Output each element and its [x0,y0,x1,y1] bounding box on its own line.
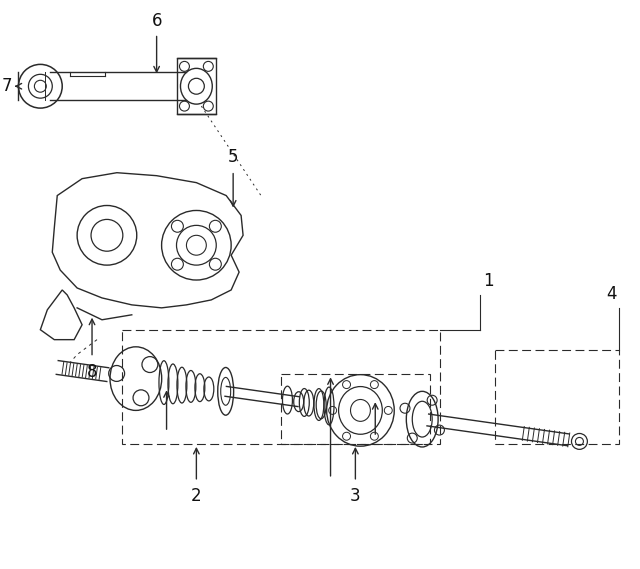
Text: 6: 6 [152,11,162,30]
Text: 2: 2 [191,486,202,505]
Text: 1: 1 [484,272,494,290]
Bar [177,59,216,114]
Text: 8: 8 [87,362,97,381]
Text: 5: 5 [228,148,238,166]
Bar [495,349,619,444]
Bar [281,374,430,444]
Text: 7: 7 [2,77,13,95]
Bar [122,329,440,444]
Text: 3: 3 [350,486,361,505]
Text: 4: 4 [606,285,617,303]
